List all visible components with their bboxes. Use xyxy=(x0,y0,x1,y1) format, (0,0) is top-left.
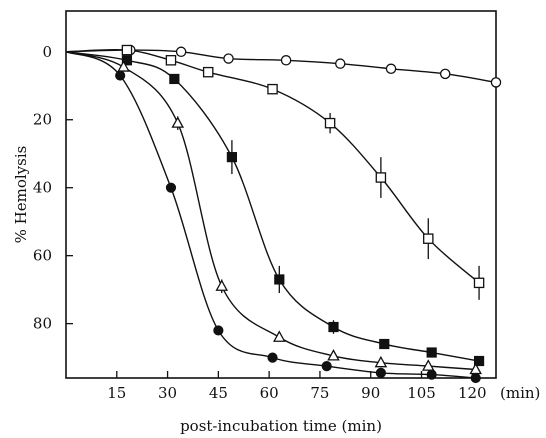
data-point-open-triangle xyxy=(117,60,130,72)
y-tick-label: 20 xyxy=(33,111,52,129)
x-tick-label: 105 xyxy=(407,384,436,402)
data-point-open-circle xyxy=(439,68,451,80)
data-point-filled-circle xyxy=(470,372,481,384)
x-tick-label: 45 xyxy=(209,384,228,402)
data-points xyxy=(115,44,502,384)
y-tick-label: 40 xyxy=(33,179,52,197)
data-point-open-square xyxy=(324,117,336,129)
data-point-filled-square xyxy=(274,274,285,285)
y-tick-label: 60 xyxy=(33,247,52,265)
data-point-open-square xyxy=(121,44,133,56)
x-tick-label: 90 xyxy=(361,384,380,402)
data-point-filled-circle xyxy=(213,325,224,336)
y-tick-label: 80 xyxy=(33,315,52,333)
data-point-filled-circle xyxy=(267,352,278,363)
x-tick-label: 75 xyxy=(310,384,329,402)
axes xyxy=(65,10,497,379)
data-point-open-triangle xyxy=(327,349,340,361)
x-axis-label: post-incubation time (min) xyxy=(180,417,382,435)
data-point-open-circle xyxy=(335,58,346,69)
plot-frame xyxy=(65,10,497,379)
data-point-filled-square xyxy=(169,73,180,85)
data-point-open-circle xyxy=(280,55,292,66)
series-curve-open-triangle xyxy=(65,51,476,371)
data-point-open-circle xyxy=(175,46,187,58)
labels: % Hemolysis post-incubation time (min) (… xyxy=(12,146,540,435)
data-point-filled-square xyxy=(328,321,339,333)
x-tick-label: 120 xyxy=(458,384,487,402)
x-tick-label: 15 xyxy=(107,384,126,402)
x-axis-unit: (min) xyxy=(500,384,540,402)
data-point-open-square xyxy=(202,66,214,78)
data-point-filled-square xyxy=(426,347,437,358)
x-tick-label: 60 xyxy=(260,384,279,402)
data-point-open-triangle xyxy=(171,116,185,128)
y-tick-label: 0 xyxy=(42,43,52,61)
series-curve-filled-square xyxy=(65,51,480,362)
data-point-open-triangle xyxy=(215,279,229,291)
series-curve-filled-circle xyxy=(65,51,476,379)
data-point-open-square xyxy=(165,55,177,66)
data-point-open-circle xyxy=(385,63,397,75)
data-point-filled-square xyxy=(473,355,485,367)
x-tick-label: 30 xyxy=(158,384,177,402)
data-point-filled-circle xyxy=(375,367,386,379)
error-bars xyxy=(177,112,480,334)
data-point-open-circle xyxy=(223,53,234,64)
data-point-filled-circle xyxy=(321,361,332,372)
curves xyxy=(65,49,497,379)
data-point-filled-circle xyxy=(426,369,437,380)
data-point-filled-circle xyxy=(165,182,177,193)
ticks: 15 30 45 60 75 90 105 120 0 20 40 60 80 xyxy=(33,43,487,402)
data-point-filled-circle xyxy=(115,70,126,81)
y-axis-label: % Hemolysis xyxy=(12,146,30,244)
data-point-filled-square xyxy=(379,338,390,350)
data-point-open-triangle xyxy=(421,359,435,371)
data-point-open-square xyxy=(375,172,387,183)
data-point-open-triangle xyxy=(374,355,388,368)
data-point-open-square xyxy=(423,233,434,244)
data-point-filled-square xyxy=(121,55,133,66)
data-point-open-square xyxy=(267,83,278,95)
data-point-open-square xyxy=(473,277,485,289)
data-point-open-circle xyxy=(490,77,502,88)
data-point-open-triangle xyxy=(273,330,286,342)
data-point-filled-square xyxy=(226,152,238,163)
